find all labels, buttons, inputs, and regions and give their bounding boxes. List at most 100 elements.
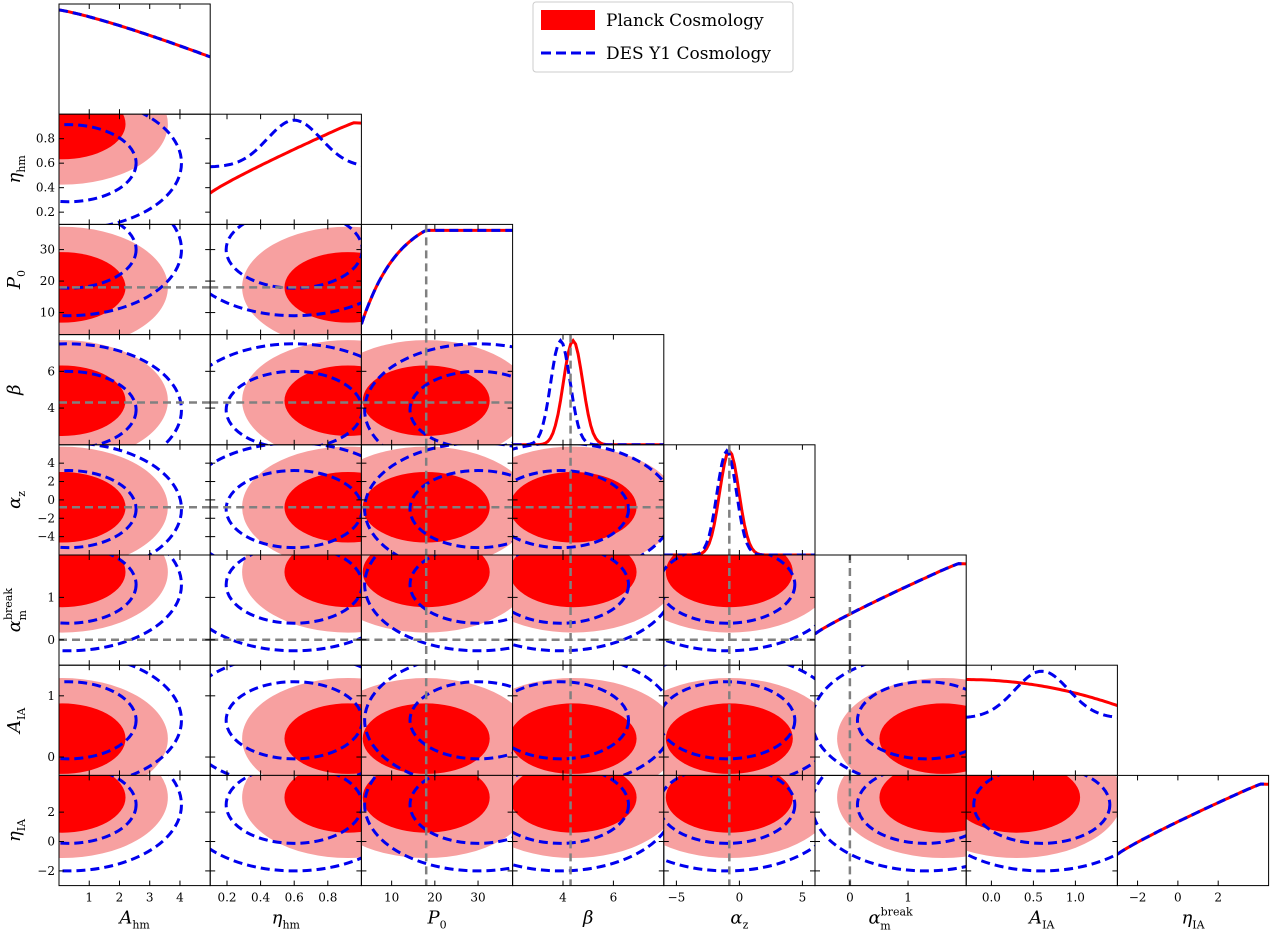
panel-content — [210, 775, 362, 873]
x-axis-label-alpha_m_break-sub: m — [880, 920, 891, 933]
panel-eta_IA-vs-A_hm — [58, 774, 211, 887]
marginal-planck-alpha_m_break — [815, 562, 967, 636]
y-tick-label-eta_IA: 2 — [47, 805, 55, 819]
x-tick-label-A_hm: 1 — [85, 891, 93, 905]
contour-planck-68 — [284, 555, 362, 608]
x-axis-label-A_IA-sub: IA — [1042, 919, 1055, 932]
contour-planck-68 — [59, 365, 126, 436]
x-axis-label-alpha_z: αz — [730, 908, 748, 932]
contour-des-95 — [512, 555, 664, 653]
panel-content — [663, 775, 815, 886]
contour-des-68 — [224, 555, 362, 625]
marginal-planck-P0 — [361, 228, 513, 325]
panel-frame — [965, 664, 1118, 776]
panel-content — [663, 444, 815, 555]
contour-des-95 — [210, 847, 362, 873]
contour-des-68 — [663, 555, 797, 625]
x-axis-label-beta-symbol: β — [582, 908, 593, 929]
contour-planck-68 — [284, 365, 362, 436]
x-axis-label-A_IA: AIA — [1027, 908, 1055, 932]
panel-content — [59, 665, 183, 776]
marginal-planck-eta_hm — [210, 121, 362, 195]
contour-des-68 — [512, 775, 630, 845]
panel-content — [361, 224, 513, 335]
panel-A_IA-vs-alpha_m_break — [814, 664, 967, 776]
x-tick-label-alpha_z: −5 — [668, 891, 686, 905]
contour-des-68 — [59, 123, 138, 204]
x-tick-label-A_IA: 0.0 — [982, 891, 1001, 905]
marginal-des-A_IA — [966, 669, 1118, 719]
panel-beta-vs-eta_hm — [209, 334, 362, 446]
panel-content — [815, 665, 967, 776]
panel-eta_IA-vs-alpha_z — [663, 774, 816, 887]
panel-frame — [1116, 774, 1270, 887]
y-tick-label-A_IA: 0 — [47, 750, 55, 764]
panel-frame — [209, 113, 362, 225]
y-axis-label-A_IA-sub: IA — [15, 707, 28, 720]
x-tick-label-beta: 6 — [610, 891, 618, 905]
y-axis-label-alpha_m_break-symbol: α — [4, 620, 25, 632]
panel-frame — [814, 554, 967, 666]
x-axis-label-A_hm-sub: hm — [132, 919, 150, 932]
y-tick-label-P0: 30 — [40, 243, 55, 257]
marginal-des-beta — [512, 338, 664, 445]
y-axis-label-alpha_m_break-sup: break — [2, 588, 15, 620]
panel-content — [59, 114, 183, 225]
contour-des-95 — [663, 844, 815, 873]
x-tick-label-A_IA: 0.5 — [1024, 891, 1043, 905]
panel-eta_IA-vs-alpha_m_break — [814, 774, 967, 887]
panel-eta_IA-vs-beta — [512, 774, 665, 887]
contour-des-68 — [59, 224, 138, 290]
y-axis-label-beta: β — [4, 384, 25, 395]
contour-planck-68 — [59, 555, 126, 608]
panel-beta-vs-A_hm — [58, 334, 211, 446]
panel-content — [210, 555, 362, 653]
y-tick-label-alpha_m_break: 1 — [47, 590, 55, 604]
contour-des-68 — [59, 775, 138, 845]
y-tick-label-P0: 20 — [40, 274, 55, 288]
panel-content — [59, 224, 211, 335]
contour-des-95 — [815, 775, 967, 873]
x-axis-label-P0: P0 — [426, 908, 446, 932]
marginal-planck-eta_IA — [1117, 782, 1269, 856]
x-axis-label-P0-sub: 0 — [440, 919, 447, 932]
x-tick-label-alpha_m_break: 1 — [904, 891, 912, 905]
panel-P0-vs-eta_hm — [209, 223, 362, 336]
y-axis-label-eta_IA-sub: IA — [15, 818, 28, 831]
x-tick-label-A_hm: 3 — [146, 891, 154, 905]
contour-planck-68 — [284, 775, 362, 833]
contour-des-95 — [103, 114, 183, 225]
contour-planck-68 — [362, 471, 490, 543]
x-axis-label-eta_IA: ηIA — [1181, 908, 1205, 932]
panel-content — [361, 555, 513, 666]
legend: Planck Cosmology DES Y1 Cosmology — [532, 1, 794, 73]
panel-frame — [512, 334, 665, 446]
panel-alpha_z-vs-eta_hm — [209, 444, 362, 556]
x-axis-label-A_hm-symbol: A — [117, 908, 132, 929]
panel-content — [210, 118, 362, 195]
panel-content — [59, 444, 211, 555]
y-axis-label-A_IA-symbol: A — [4, 720, 25, 735]
legend-label-planck: Planck Cosmology — [606, 11, 764, 31]
contour-des-68 — [408, 680, 513, 761]
contour-planck-68 — [879, 775, 967, 833]
contour-planck-68 — [284, 252, 362, 323]
panel-A_IA-vs-A_hm — [58, 664, 211, 776]
panel-content — [512, 444, 664, 555]
x-tick-label-eta_IA: −2 — [1129, 891, 1147, 905]
x-axis-label-eta_hm: ηhm — [272, 908, 301, 932]
contour-des-95 — [363, 555, 513, 653]
panel-content — [663, 665, 815, 776]
contour-des-68 — [59, 469, 138, 550]
panel-content — [1117, 782, 1269, 856]
y-axis-label-alpha_z-sub: z — [15, 491, 28, 497]
marginal-des-alpha_z — [663, 448, 815, 555]
contour-des-68 — [224, 369, 362, 445]
marginal-planck-A_IA — [966, 678, 1118, 708]
panel-eta_IA-vs-eta_IA — [1116, 774, 1270, 887]
panel-A_IA-vs-A_IA — [965, 664, 1118, 776]
contour-planck-68 — [59, 703, 126, 774]
x-axis-label-alpha_z-symbol: α — [730, 908, 742, 929]
y-axis-label-P0-symbol: P — [4, 276, 25, 290]
contour-des-68 — [224, 775, 362, 845]
